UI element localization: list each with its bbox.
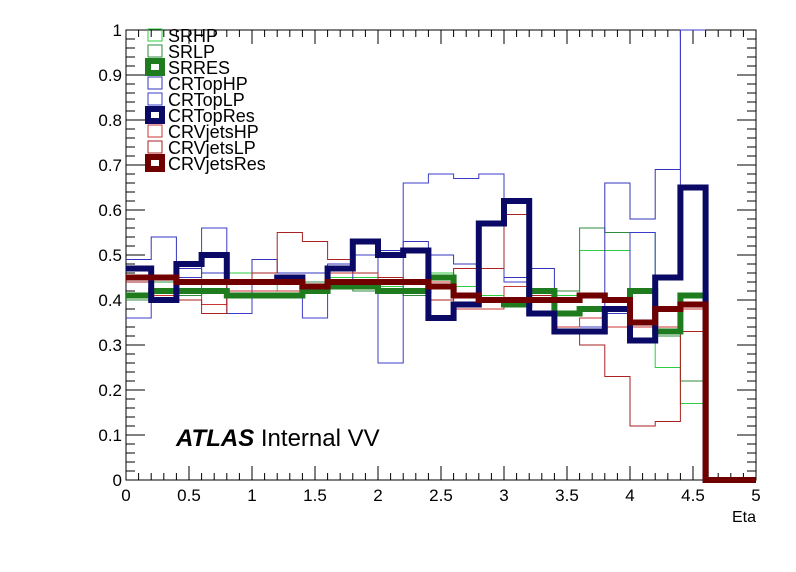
x-tick-label: 1 [247,486,256,505]
legend-swatch [147,92,163,106]
x-tick-label: 3 [499,486,508,505]
y-tick-label: 0.3 [98,336,122,355]
x-tick-label: 0 [121,486,130,505]
series-layer [126,29,756,483]
atlas-label-bold: ATLAS [175,425,254,452]
axis-ticks: 0 0.5 1 1.5 2 2.5 3 3.5 4 4.5 5 0 0.1 0.2 0.3 0.4 0.5 0.6… [98,21,760,505]
atlas-label-rest: Internal VV [254,425,379,452]
legend-swatch [147,76,163,90]
x-tick-label: 4 [625,486,634,505]
legend-label: SRHP [168,26,218,46]
legend-label: CRTopHP [168,74,248,94]
series-crvjetslp [126,214,706,427]
x-axis-title: Eta [732,509,756,526]
legend-swatch [147,124,163,138]
legend-swatch [147,28,163,42]
legend-label: CRTopRes [168,106,255,126]
legend-label: SRLP [168,42,215,62]
x-tick-label: 2 [373,486,382,505]
legend-swatch [145,106,165,124]
series-crvjetsres [126,274,756,483]
x-tick-label: 0.5 [177,486,201,505]
series-srhp [126,232,706,404]
atlas-label: ATLAS Internal VV [175,425,380,452]
y-tick-label: 0.9 [98,66,122,85]
legend-swatch [147,140,163,154]
y-tick-label: 0.8 [98,111,122,130]
y-tick-label: 0.4 [98,291,122,310]
legend-label: SRRES [168,58,230,78]
y-tick-label: 0.1 [98,426,122,445]
legend-swatch [147,44,163,58]
legend-label: CRVjetsRes [168,154,266,174]
x-tick-label: 5 [751,486,760,505]
y-tick-label: 0 [113,471,122,490]
x-tick-label: 4.5 [681,486,705,505]
legend-label: CRVjetsLP [168,138,256,158]
x-tick-label: 1.5 [303,486,327,505]
legend-swatch [145,58,165,76]
legend: SRHPSRLPSRRESCRTopHPCRTopLPCRTopResCRVje… [145,26,266,174]
legend-label: CRTopLP [168,90,245,110]
x-tick-label: 2.5 [429,486,453,505]
y-tick-label: 0.2 [98,381,122,400]
y-tick-label: 0.5 [98,246,122,265]
legend-swatch [145,154,165,172]
y-tick-label: 0.7 [98,156,122,175]
y-tick-label: 1 [113,21,122,40]
x-tick-label: 3.5 [555,486,579,505]
y-tick-label: 0.6 [98,201,122,220]
legend-label: CRVjetsHP [168,122,259,142]
